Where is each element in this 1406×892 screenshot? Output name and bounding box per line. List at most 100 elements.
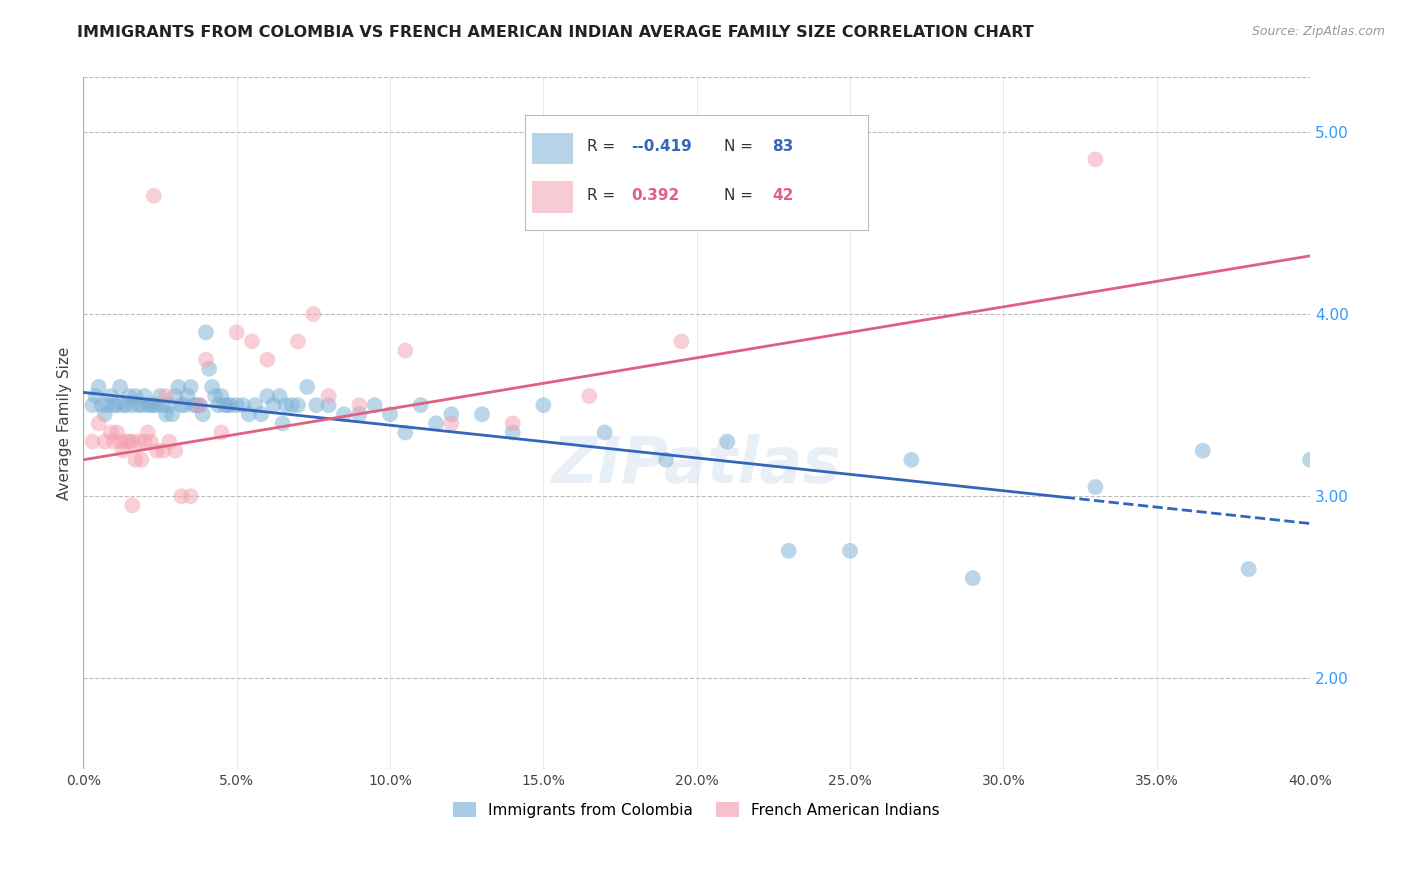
Point	[363, 398, 385, 412]
Point	[425, 417, 447, 431]
Point	[269, 389, 291, 403]
Point	[394, 425, 416, 440]
Point	[962, 571, 984, 585]
Point	[112, 398, 135, 412]
Point	[287, 334, 309, 349]
Point	[671, 334, 693, 349]
Point	[440, 417, 463, 431]
Point	[209, 425, 232, 440]
Point	[219, 398, 242, 412]
Point	[318, 389, 340, 403]
Point	[112, 443, 135, 458]
Point	[118, 389, 141, 403]
Point	[94, 434, 117, 449]
Point	[274, 398, 297, 412]
Point	[180, 489, 202, 503]
Point	[87, 417, 110, 431]
Point	[1191, 443, 1213, 458]
Point	[256, 352, 278, 367]
Point	[900, 452, 922, 467]
Point	[183, 398, 205, 412]
Point	[531, 398, 554, 412]
Point	[305, 398, 328, 412]
Point	[90, 398, 112, 412]
Point	[131, 398, 153, 412]
Point	[157, 434, 180, 449]
Point	[214, 398, 236, 412]
Y-axis label: Average Family Size: Average Family Size	[58, 347, 72, 500]
Point	[194, 326, 217, 340]
Point	[82, 434, 104, 449]
Text: ZIPatlas: ZIPatlas	[553, 434, 841, 496]
Point	[97, 398, 120, 412]
Point	[225, 326, 247, 340]
Point	[136, 425, 159, 440]
Point	[201, 380, 224, 394]
Point	[198, 361, 221, 376]
Point	[152, 398, 174, 412]
Point	[155, 389, 177, 403]
Point	[302, 307, 325, 321]
Point	[108, 380, 131, 394]
Point	[287, 398, 309, 412]
Point	[1084, 480, 1107, 494]
Point	[1299, 452, 1322, 467]
Point	[139, 398, 162, 412]
Point	[142, 398, 165, 412]
Point	[318, 398, 340, 412]
Point	[655, 452, 678, 467]
Point	[108, 434, 131, 449]
Point	[194, 352, 217, 367]
Point	[121, 434, 143, 449]
Point	[240, 334, 263, 349]
Point	[149, 389, 172, 403]
Point	[115, 398, 138, 412]
Point	[124, 389, 146, 403]
Point	[121, 498, 143, 512]
Point	[238, 407, 260, 421]
Point	[778, 544, 800, 558]
Point	[186, 398, 208, 412]
Point	[839, 544, 862, 558]
Point	[232, 398, 254, 412]
Point	[155, 407, 177, 421]
Point	[502, 417, 524, 431]
Point	[100, 425, 122, 440]
Point	[170, 489, 193, 503]
Point	[440, 407, 463, 421]
Point	[170, 398, 193, 412]
Point	[243, 398, 266, 412]
Point	[593, 425, 616, 440]
Point	[204, 389, 226, 403]
Point	[716, 434, 738, 449]
Point	[105, 398, 128, 412]
Point	[578, 389, 600, 403]
Point	[256, 389, 278, 403]
Point	[118, 434, 141, 449]
Point	[165, 443, 187, 458]
Point	[378, 407, 401, 421]
Point	[225, 398, 247, 412]
Point	[167, 380, 190, 394]
Point	[271, 417, 294, 431]
Text: IMMIGRANTS FROM COLOMBIA VS FRENCH AMERICAN INDIAN AVERAGE FAMILY SIZE CORRELATI: IMMIGRANTS FROM COLOMBIA VS FRENCH AMERI…	[77, 25, 1033, 40]
Point	[128, 398, 150, 412]
Point	[136, 398, 159, 412]
Point	[349, 398, 371, 412]
Point	[180, 380, 202, 394]
Point	[471, 407, 494, 421]
Point	[134, 434, 156, 449]
Point	[191, 407, 214, 421]
Point	[103, 398, 125, 412]
Point	[1084, 153, 1107, 167]
Point	[124, 452, 146, 467]
Point	[262, 398, 284, 412]
Point	[295, 380, 318, 394]
Point	[139, 434, 162, 449]
Point	[165, 389, 187, 403]
Point	[142, 188, 165, 202]
Point	[1237, 562, 1260, 576]
Text: Source: ZipAtlas.com: Source: ZipAtlas.com	[1251, 25, 1385, 38]
Point	[157, 398, 180, 412]
Point	[188, 398, 211, 412]
